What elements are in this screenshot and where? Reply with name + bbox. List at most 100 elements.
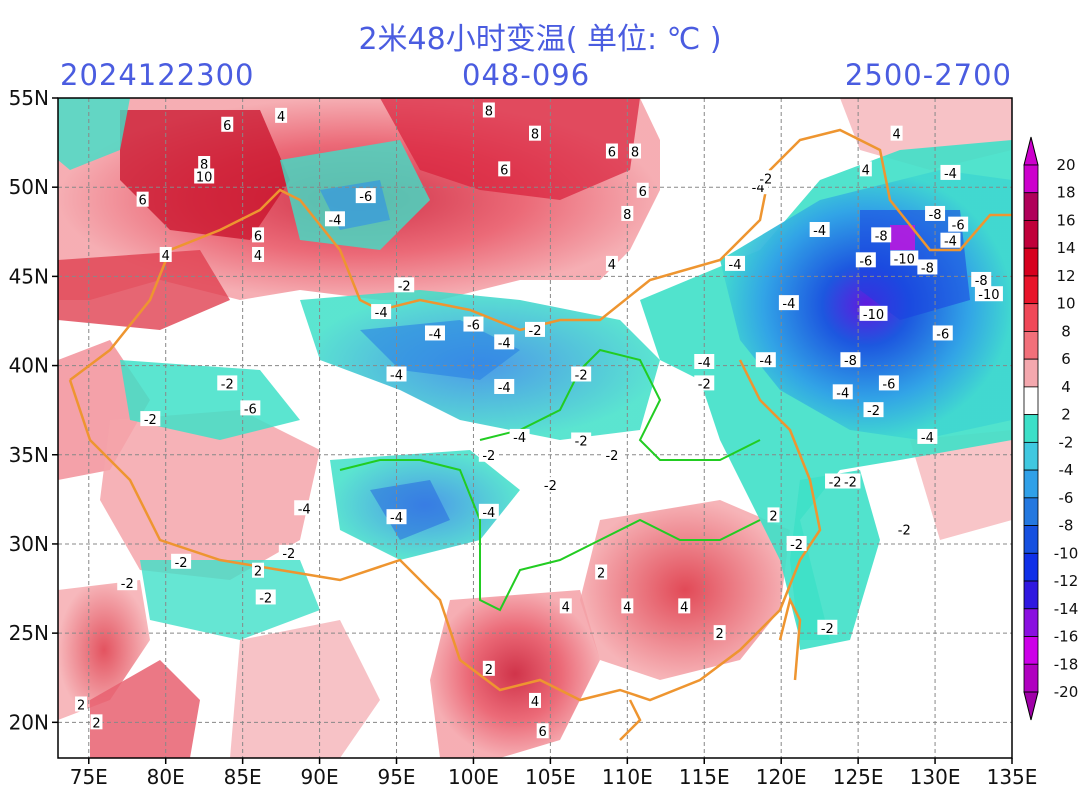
lat-tick-label: 45N [9,264,49,288]
contour-label-bg [859,305,888,321]
contour-label: -2 [259,591,272,606]
contour-label: -2 [575,434,588,449]
contour-label: -2 [175,556,188,571]
contour-label: -2 [844,476,857,491]
colorbar-label: -20 [1054,683,1079,701]
contour-label: 6 [500,163,508,178]
colorbar-swatch [1023,636,1039,665]
contour-label: -6 [936,327,949,342]
contour-label-bg [601,446,622,462]
contour-label: 6 [223,119,231,134]
contour-label-bg [971,271,992,287]
level-tag-label: 2500-2700 [844,58,1012,92]
river-yellow [479,348,761,461]
colorbar-swatch [1023,580,1039,610]
contour-label-bg [90,714,103,730]
contour-label-bg [478,503,499,519]
contour-label-bg [840,352,861,368]
contour-label-bg [482,102,495,118]
colorbar-label: 20 [1056,156,1075,174]
contour-label-bg [386,366,407,382]
colorbar-label: -14 [1054,600,1079,618]
contour-label-bg [863,402,884,418]
contour-label-bg [890,125,903,141]
lon-tick-label: 85E [224,765,262,789]
contour-label-bg [871,227,892,243]
lat-tick-label: 20N [9,710,49,734]
contour-label: 4 [608,258,616,273]
contour-label: 2 [716,627,724,642]
contour-label-bg [940,164,961,180]
contour-label: -4 [375,306,388,321]
contour-label: -6 [467,319,480,334]
contour-label: 6 [539,725,547,740]
colorbar-label: 14 [1056,239,1075,257]
contour-label: -8 [875,229,888,244]
contour-label: -2 [605,449,618,464]
contour-label-bg [571,366,592,382]
contour-label: 4 [277,110,285,125]
contour-label: 2 [254,565,262,580]
contour-label-bg [825,473,846,489]
contour-label: -10 [894,253,915,268]
lon-tick-label: 135E [987,765,1038,789]
contour-label-bg [255,589,276,605]
contour-label-bg [694,375,715,391]
contour-label-bg [678,598,691,614]
colorbar-swatch [1023,469,1039,499]
contour-label-bg [894,521,915,537]
lon-tick-label: 95E [377,765,415,789]
colorbar-label: -16 [1054,628,1079,646]
contour-label: -2 [898,524,911,539]
contour-label: 10 [196,170,213,185]
contour-label: -6 [859,254,872,269]
lon-tick-label: 125E [833,765,884,789]
contour-label: -4 [390,511,403,526]
colorbar-swatch [1023,386,1039,416]
contour-label-bg [621,205,634,221]
contour-label-bg [275,107,288,123]
contour-label-bg [355,188,376,204]
contour-label-bg [498,161,511,177]
axis-ticks: 75E 80E 85E 90E 95E 100E 105E 110E 115E 120E 125E 1… [9,86,1038,789]
colorbar-swatch [1023,497,1039,526]
contour-label: -2 [144,413,157,428]
colorbar-swatch [1023,331,1039,360]
contour-label-bg [117,575,138,591]
contour-label: -4 [729,258,742,273]
contour-label-bg [371,304,392,320]
contour-label-bg [252,227,265,243]
contour-label-bg [478,446,499,462]
contour-label: 4 [162,249,170,264]
contour-label: -4 [921,431,934,446]
contour-label-bg [629,143,642,159]
contour-label: 4 [562,600,570,615]
contour-label-bg [536,723,549,739]
contour-label: -2 [759,172,772,187]
contour-label: 4 [892,128,900,143]
contour-label-bg [252,246,265,262]
contour-label-bg [529,692,541,708]
colorbar-swatch [1023,441,1039,471]
contour-label-bg [525,321,545,337]
contour-label-bg [75,696,88,712]
national-border-south [68,359,822,702]
contour-label: -4 [759,354,772,369]
contour-label-bg [636,182,649,198]
contour-label: -8 [975,274,988,289]
contour-label-bg [529,125,541,141]
contour-label-bg [605,255,618,271]
contour-label-bg [917,428,938,444]
contour-label: 8 [485,104,493,119]
contour-label: 8 [200,158,208,173]
contour-label-bg [809,222,830,237]
contour-label: 4 [623,600,631,615]
lon-tick-label: 75E [70,765,108,789]
contour-label-bg [482,660,495,676]
colorbar-label: 16 [1056,211,1075,229]
contour-label-bg [595,564,608,580]
contour-label: -4 [698,356,711,371]
contour-label-bg [198,156,211,171]
colorbar-bottom-arrow [1023,691,1039,721]
